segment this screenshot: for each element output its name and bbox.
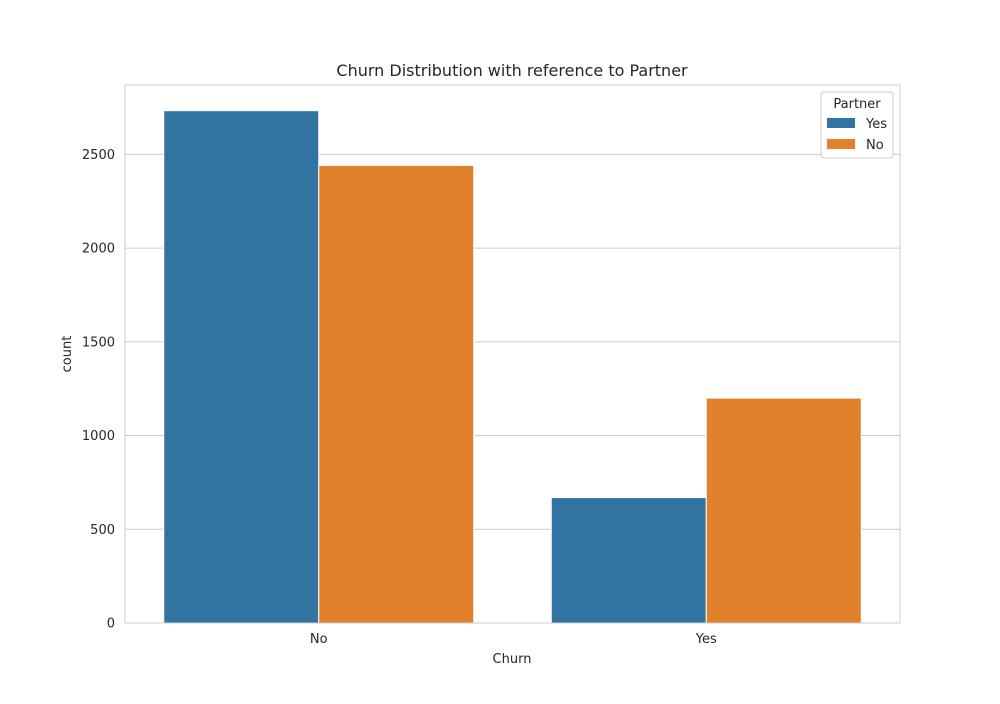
x-axis-label: Churn: [493, 652, 532, 667]
legend-swatch-yes: [827, 118, 855, 128]
legend-label-no: No: [866, 138, 884, 153]
y-tick-label: 500: [90, 523, 115, 538]
y-tick-label: 1500: [82, 335, 115, 350]
legend: Partner Yes No: [820, 91, 894, 159]
bar-layer: [163, 110, 862, 624]
y-axis-label: count: [60, 336, 75, 373]
x-tick-label: No: [310, 632, 328, 647]
y-tick-label: 0: [107, 617, 115, 632]
y-tick-labels: 0 500 1000 1500 2000 2500: [82, 148, 115, 632]
plot-frame: [124, 84, 901, 624]
legend-items: Yes No: [827, 117, 887, 153]
bar-yes-yes: [550, 497, 707, 624]
legend-swatch-no: [827, 139, 855, 149]
y-tick-label: 1000: [82, 429, 115, 444]
y-tick-label: 2000: [82, 242, 115, 257]
bar-no-yes: [163, 110, 320, 624]
x-tick-label: Yes: [695, 632, 717, 647]
legend-title: Partner: [833, 97, 881, 112]
legend-label-yes: Yes: [865, 117, 887, 132]
x-tick-labels: No Yes: [310, 632, 717, 647]
bar-yes-no: [705, 397, 862, 624]
chart-title: Churn Distribution with reference to Par…: [336, 61, 688, 80]
bar-no-no: [318, 164, 475, 624]
y-tick-label: 2500: [82, 148, 115, 163]
